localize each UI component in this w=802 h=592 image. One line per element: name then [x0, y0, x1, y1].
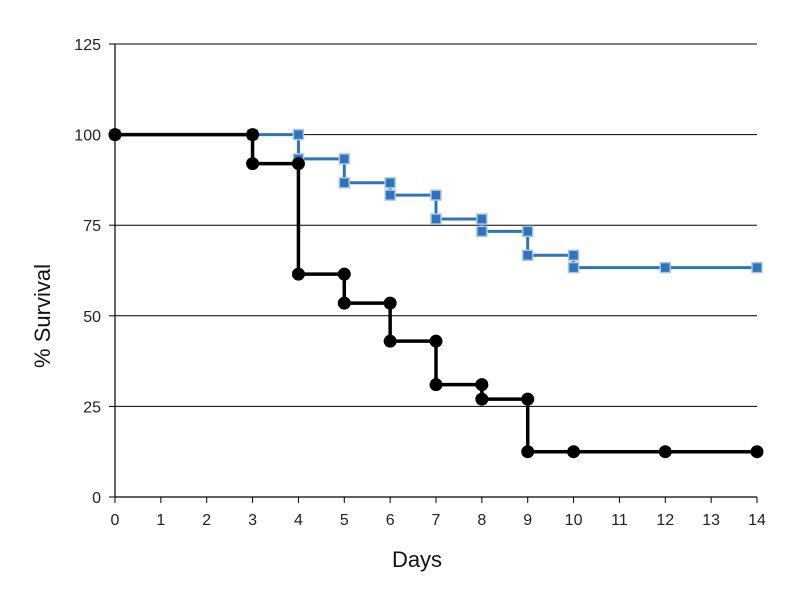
x-axis-title: Days [392, 547, 442, 572]
y-tick-label-25: 25 [83, 399, 101, 416]
x-tick-label-14: 14 [748, 512, 766, 529]
series-0-point-17 [751, 261, 763, 274]
series-1-point-15 [567, 445, 581, 459]
series-1-point-7 [383, 296, 397, 310]
series-0-point-11 [476, 225, 488, 238]
x-tick-label-5: 5 [340, 512, 349, 529]
series-0-point-14 [567, 249, 580, 262]
series-1-point-4 [291, 267, 305, 281]
series-group [108, 128, 764, 459]
x-tick-label-6: 6 [386, 512, 395, 529]
y-tick-label-50: 50 [83, 309, 101, 326]
x-tick-label-4: 4 [294, 512, 303, 529]
series-0-point-6 [384, 177, 396, 189]
series-0-point-15 [567, 261, 580, 274]
series-1-point-11 [475, 378, 489, 392]
series-1-point-10 [429, 378, 443, 392]
series-1-point-1 [246, 128, 260, 142]
series-1-point-14 [521, 445, 535, 459]
series-0-point-10 [476, 213, 488, 225]
x-tick-label-11: 11 [611, 512, 628, 529]
series-1 [108, 128, 764, 459]
y-tick-label-75: 75 [83, 218, 101, 235]
series-1-point-0 [108, 128, 122, 142]
x-tick-label-9: 9 [523, 512, 532, 529]
x-tick-label-0: 0 [111, 512, 120, 529]
x-tick-label-2: 2 [202, 512, 211, 529]
series-1-point-17 [750, 445, 764, 459]
x-tick-label-3: 3 [248, 512, 257, 529]
series-0-point-4 [338, 153, 351, 165]
series-1-point-12 [475, 392, 489, 406]
series-0-point-13 [521, 249, 534, 262]
y-tick-label-125: 125 [74, 37, 101, 54]
series-1-point-8 [383, 334, 397, 348]
x-tick-label-7: 7 [432, 512, 441, 529]
series-0-point-9 [430, 213, 442, 225]
series-0-point-7 [384, 189, 396, 201]
series-0-point-16 [659, 261, 672, 274]
series-1-point-3 [291, 157, 305, 171]
x-tick-label-8: 8 [477, 512, 486, 529]
series-1-point-6 [337, 296, 351, 310]
series-0 [109, 128, 763, 274]
x-tick-label-13: 13 [702, 512, 720, 529]
series-0-point-12 [521, 225, 534, 238]
series-0-point-2 [292, 128, 305, 141]
series-1-point-16 [658, 445, 672, 459]
series-0-point-8 [430, 189, 442, 201]
series-0-line [115, 133, 757, 270]
x-tick-label-1: 1 [156, 512, 165, 529]
series-1-point-5 [337, 267, 351, 281]
x-tick-label-12: 12 [656, 512, 674, 529]
series-1-point-2 [246, 157, 260, 171]
series-0-point-5 [338, 177, 351, 189]
series-1-line [115, 132, 757, 454]
y-tick-label-0: 0 [92, 490, 101, 507]
y-tick-label-100: 100 [74, 128, 101, 145]
y-axis-title: % Survival [30, 264, 55, 368]
axes [109, 43, 758, 503]
series-1-point-9 [429, 334, 443, 348]
series-1-point-13 [521, 392, 535, 406]
x-tick-label-10: 10 [565, 512, 583, 529]
